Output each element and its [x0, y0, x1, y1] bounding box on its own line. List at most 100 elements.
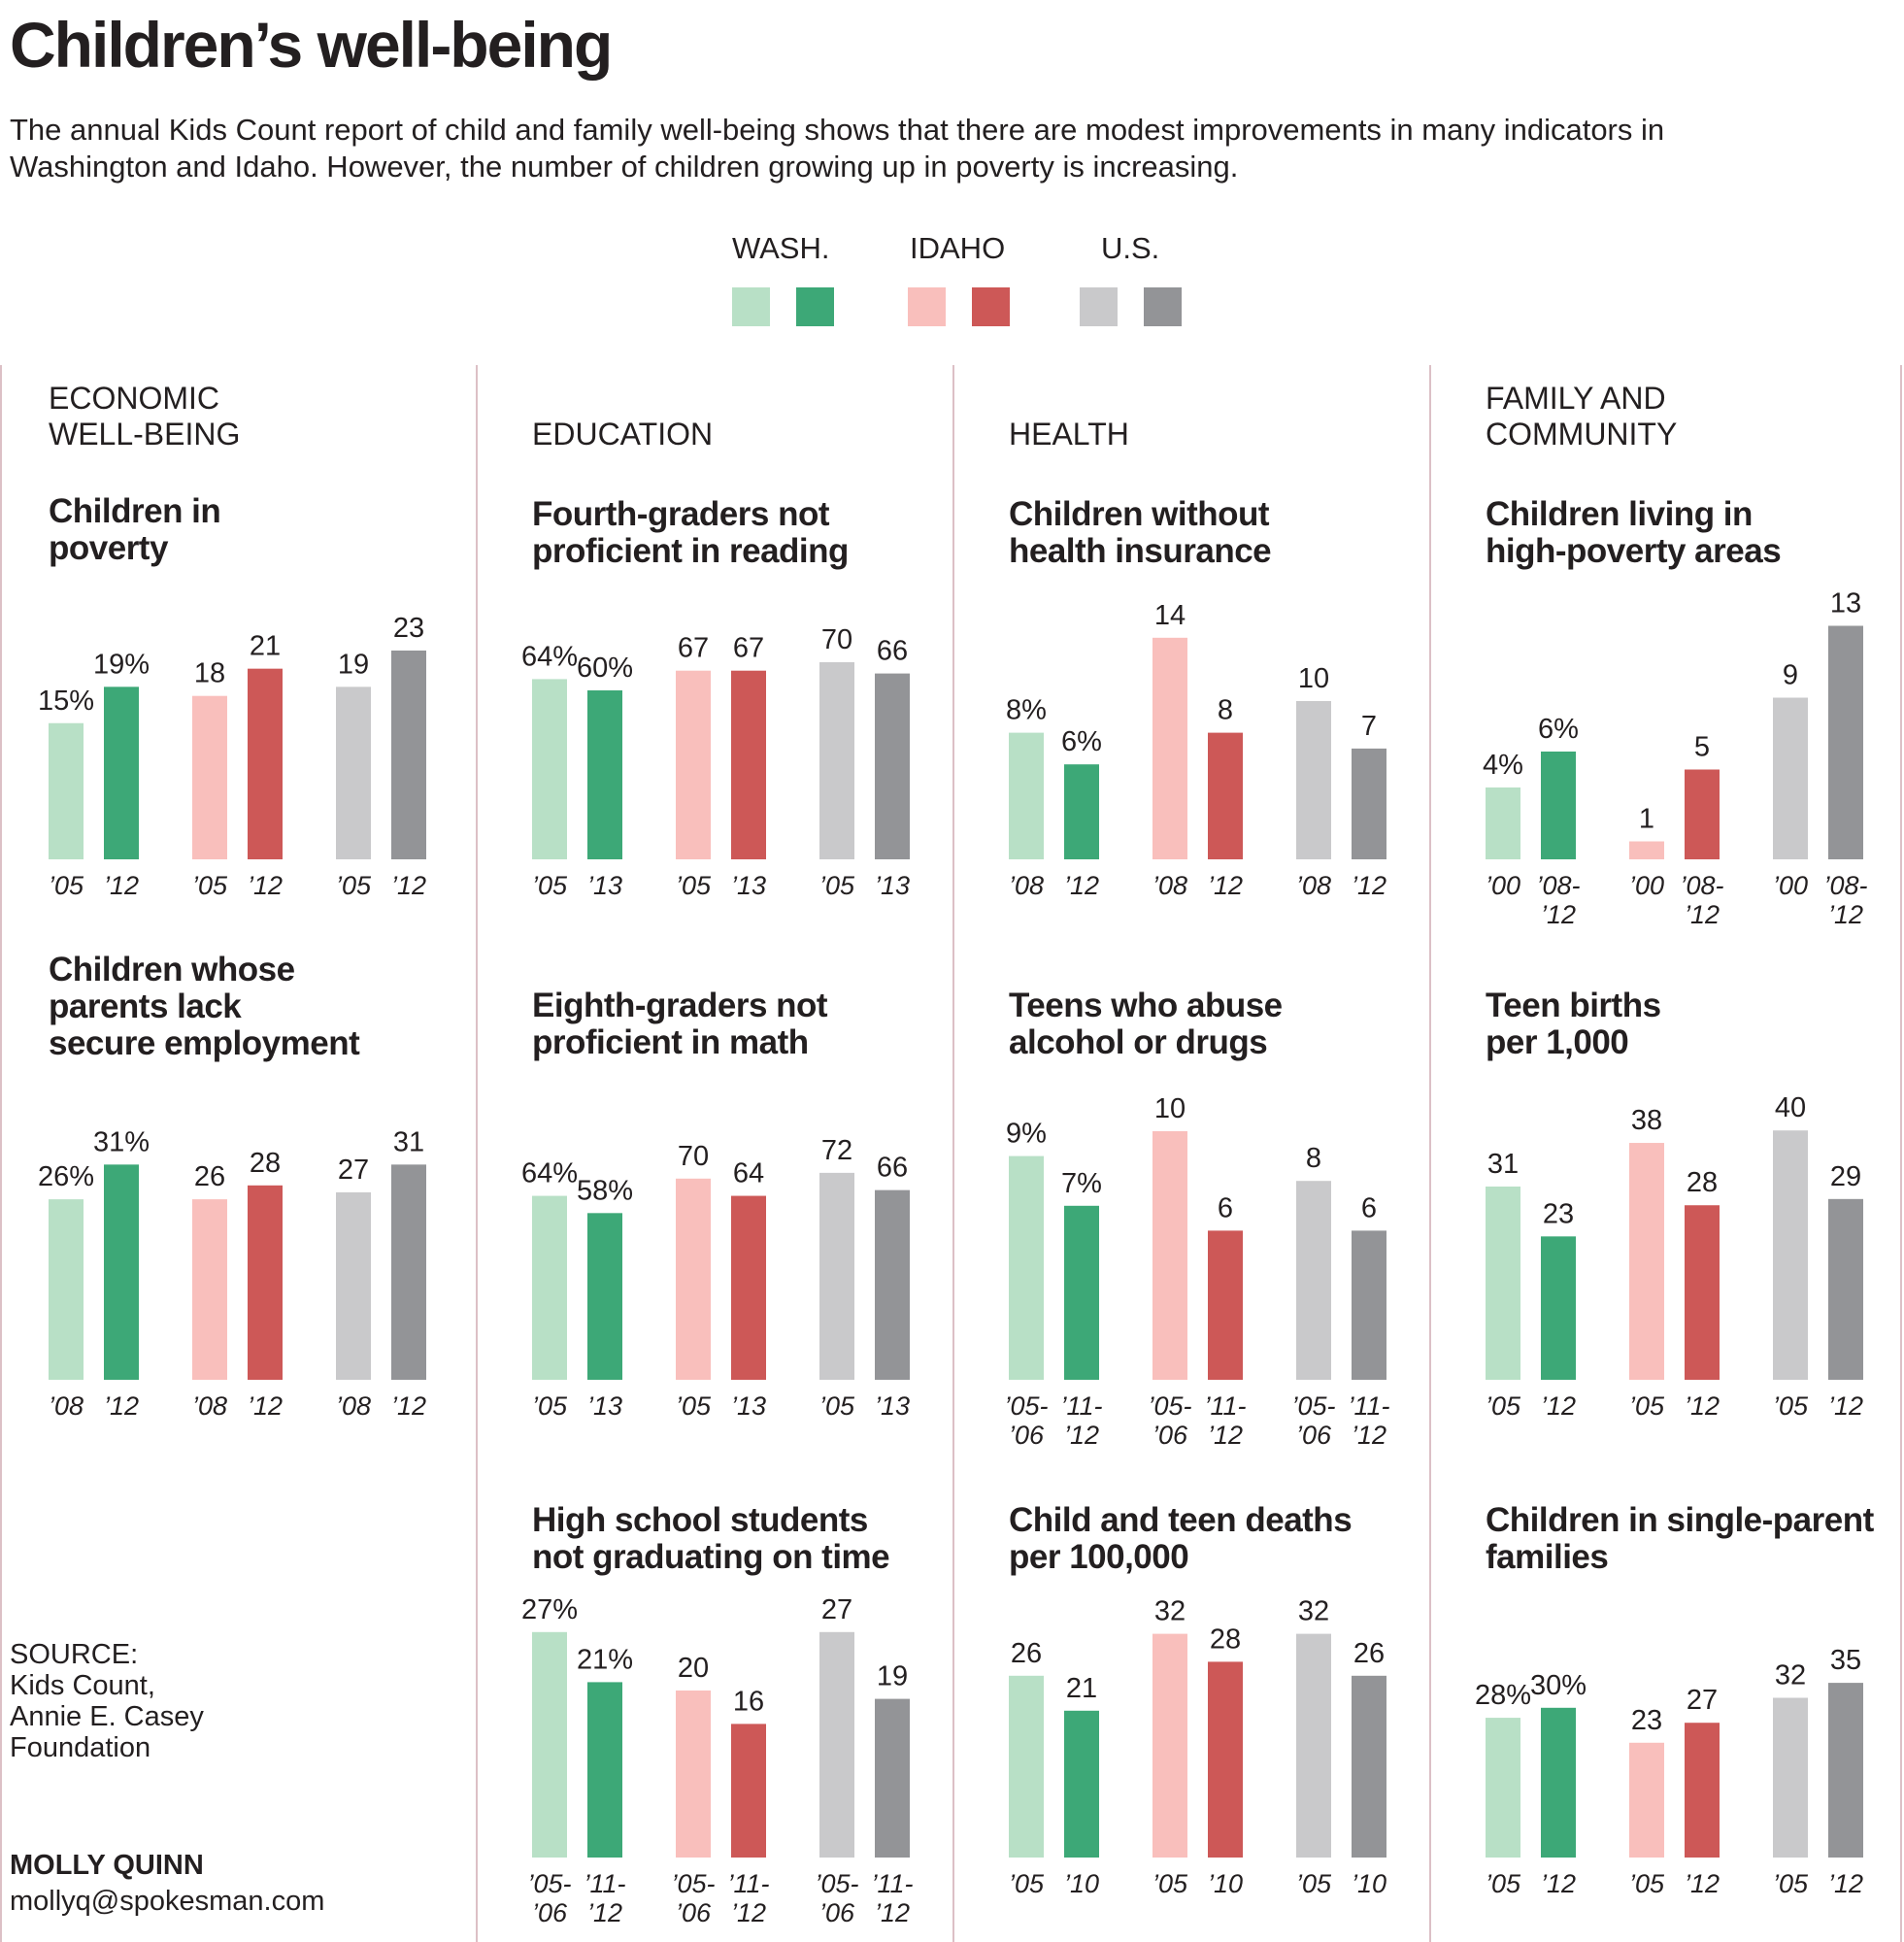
- bar: [1629, 1143, 1664, 1380]
- legend-swatch-idaho-late: [972, 287, 1010, 326]
- bar-value-label: 26: [194, 1161, 225, 1192]
- section-title-education: EDUCATION: [532, 417, 714, 452]
- bar: [192, 1199, 227, 1380]
- chart-9: 31 ’05 23 ’12 38 ’05 28 ’12 40 ’05 29 ’12: [1486, 1092, 1863, 1421]
- bar: [1773, 1130, 1808, 1380]
- bar-value-label: 20: [678, 1653, 709, 1684]
- chart-title-substance: Teens who abuse alcohol or drugs: [1009, 987, 1283, 1061]
- bar: [676, 1691, 711, 1858]
- bar-value-label: 64: [733, 1158, 764, 1189]
- bar-value-label: 7: [1361, 711, 1377, 742]
- bar: [1009, 732, 1044, 859]
- bar: [532, 1195, 567, 1380]
- chart-title-reading: Fourth-graders not proficient in reading: [532, 495, 849, 570]
- bar: [676, 1178, 711, 1380]
- bar: [248, 668, 283, 859]
- x-tick-label: ’05-’06: [527, 1869, 571, 1927]
- bar: [819, 1631, 854, 1858]
- bar: [587, 690, 622, 859]
- chart-7: 26 ’05 21 ’10 32 ’05 28 ’10 32 ’05 26 ’10: [1009, 1596, 1386, 1898]
- chart-title-high-poverty: Children living in high-poverty areas: [1486, 495, 1782, 570]
- bar: [1352, 1675, 1386, 1858]
- bar: [1828, 625, 1863, 859]
- bar-value-label: 18: [194, 658, 225, 689]
- bar-value-label: 19%: [93, 649, 150, 680]
- x-tick-label: ’05: [1629, 1869, 1665, 1898]
- bar: [336, 1191, 371, 1380]
- legend-label-idaho: IDAHO: [910, 231, 1006, 265]
- bar-value-label: 28: [250, 1148, 281, 1179]
- x-tick-label: ’00: [1773, 871, 1808, 900]
- bar-value-label: 32: [1154, 1596, 1186, 1627]
- bar-value-label: 10: [1154, 1093, 1186, 1124]
- bar-value-label: 38: [1631, 1105, 1662, 1136]
- bar-value-label: 9: [1783, 660, 1798, 691]
- bar: [1773, 1697, 1808, 1858]
- chart-title-math: Eighth-graders not proficient in math: [532, 987, 828, 1061]
- legend-swatch-idaho-early: [908, 287, 946, 326]
- x-tick-label: ’05: [192, 871, 228, 900]
- x-tick-label: ’12: [1828, 1391, 1863, 1421]
- legend-label-wash: WASH.: [732, 231, 830, 265]
- bar: [1208, 1230, 1243, 1380]
- bar: [1352, 1230, 1386, 1380]
- bar: [104, 686, 139, 859]
- bar-value-label: 67: [733, 633, 764, 664]
- x-tick-label: ’10: [1352, 1869, 1386, 1898]
- x-tick-label: ’05: [532, 1391, 568, 1421]
- x-tick-label: ’05: [676, 1391, 712, 1421]
- x-tick-label: ’08-’12: [1536, 871, 1580, 929]
- chart-3: 64% ’05 58% ’13 70 ’05 64 ’13 72 ’05 66 ’13: [521, 1135, 910, 1421]
- bar: [731, 1724, 766, 1858]
- x-tick-label: ’08-’12: [1680, 871, 1723, 929]
- bar-value-label: 26%: [38, 1161, 94, 1192]
- x-tick-label: ’05: [336, 871, 372, 900]
- x-tick-label: ’12: [1541, 1869, 1576, 1898]
- bar: [1486, 787, 1520, 859]
- bar-value-label: 21%: [577, 1644, 633, 1675]
- bar-value-label: 10: [1298, 663, 1329, 694]
- x-tick-label: ’05: [1486, 1391, 1521, 1421]
- page-title: Children’s well-being: [10, 9, 613, 81]
- bar-value-label: 4%: [1483, 750, 1523, 781]
- bar-value-label: 7%: [1061, 1168, 1102, 1199]
- chart-title-single-parent: Children in single-parent families: [1486, 1501, 1874, 1576]
- chart-6: 9% ’05-’06 7% ’11-’12 10 ’05-’06 6 ’11-’12 8 ’05-…: [1004, 1093, 1389, 1450]
- credit-name: MOLLY QUINN: [10, 1850, 204, 1881]
- x-tick-label: ’11-’12: [1348, 1391, 1389, 1450]
- credit-email: mollyq@spokesman.com: [10, 1886, 325, 1917]
- bar-value-label: 31: [393, 1126, 424, 1157]
- bar-value-label: 26: [1011, 1638, 1042, 1669]
- bar: [1828, 1683, 1863, 1858]
- bar-value-label: 14: [1154, 600, 1186, 631]
- bar: [875, 1189, 910, 1380]
- bar-value-label: 8%: [1006, 695, 1047, 726]
- bar: [1352, 748, 1386, 859]
- bar-value-label: 64%: [521, 1158, 578, 1189]
- bar: [1009, 1675, 1044, 1858]
- x-tick-label: ’08: [1296, 871, 1331, 900]
- bar-value-label: 23: [1631, 1705, 1662, 1736]
- bar: [532, 1631, 567, 1858]
- bar: [1541, 752, 1576, 859]
- x-tick-label: ’00: [1486, 871, 1520, 900]
- x-tick-label: ’05: [1773, 1869, 1809, 1898]
- x-tick-label: ’12: [104, 871, 139, 900]
- x-tick-label: ’05-’06: [1148, 1391, 1191, 1450]
- x-tick-label: ’12: [1208, 871, 1243, 900]
- x-tick-label: ’12: [1685, 1869, 1720, 1898]
- bar: [587, 1213, 622, 1380]
- x-tick-label: ’08: [49, 1391, 84, 1421]
- x-tick-label: ’08: [336, 1391, 371, 1421]
- chart-title-employment: Children whose parents lack secure emplo…: [49, 951, 360, 1062]
- bar-value-label: 28: [1210, 1624, 1241, 1655]
- section-title-family: FAMILY AND COMMUNITY: [1486, 381, 1678, 452]
- x-tick-label: ’12: [1685, 1391, 1720, 1421]
- x-tick-label: ’13: [731, 871, 766, 900]
- bar-value-label: 32: [1298, 1596, 1329, 1627]
- bar-value-label: 64%: [521, 641, 578, 672]
- bar: [1828, 1198, 1863, 1380]
- bar: [587, 1682, 622, 1858]
- x-tick-label: ’08-’12: [1823, 871, 1867, 929]
- x-tick-label: ’05: [1629, 1391, 1665, 1421]
